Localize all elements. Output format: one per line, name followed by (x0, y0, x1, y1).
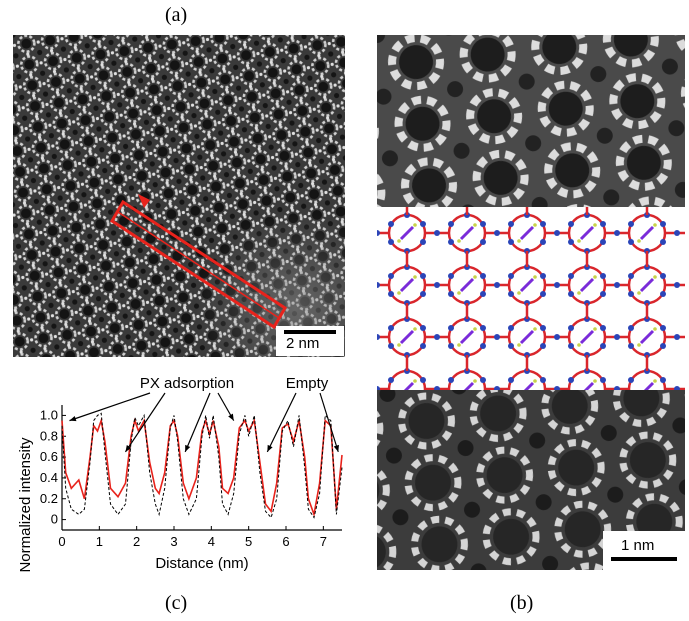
y-tick-label: 0 (51, 512, 58, 527)
y-axis-label: Normalized intensity (17, 437, 34, 573)
arrowhead-icon (333, 444, 339, 452)
y-tick-label: 0.8 (40, 428, 58, 443)
stem-image-a (13, 35, 345, 357)
dashed-profile-line (61, 412, 343, 519)
x-tick-label: 6 (282, 534, 289, 549)
annotation-px-adsorption: PX adsorption (140, 375, 234, 392)
arrowhead-icon (185, 444, 191, 452)
x-tick-label: 4 (208, 534, 215, 549)
scale-bar-a: 2 nm (276, 326, 344, 356)
scale-bar-b: 1 nm (603, 531, 685, 570)
y-tick-label: 0.4 (40, 470, 58, 485)
chart-series (61, 412, 343, 519)
arrowhead-icon (125, 445, 132, 452)
x-axis-label: Distance (nm) (155, 555, 248, 572)
scale-bar-label-a: 2 nm (286, 335, 320, 352)
stem-image-b-top (377, 35, 685, 207)
line-profile-chart: 0 1 2 3 4 5 6 7 0 0.2 0.4 0.6 0.8 1.0 Normalized inte… (17, 375, 343, 573)
x-tick-label: 1 (96, 534, 103, 549)
annotation-arrow (319, 392, 339, 453)
panel-b-micrograph-bottom: 1 nm (377, 390, 685, 570)
panel-b-structure-model (377, 207, 685, 390)
arrowhead-icon (228, 413, 234, 421)
scale-bar-line-a (284, 330, 336, 334)
x-tick-label: 3 (170, 534, 177, 549)
profile-arrow-icon (138, 194, 150, 208)
scale-bar-line-b (611, 557, 677, 561)
chart-axes: 0 1 2 3 4 5 6 7 0 0.2 0.4 0.6 0.8 1.0 (40, 405, 342, 549)
scale-bar-label-b: 1 nm (621, 537, 655, 554)
annotation-empty: Empty (286, 375, 329, 392)
red-profile-line (61, 417, 343, 518)
line-profile-box (109, 194, 288, 330)
zeolite-framework-model (377, 207, 685, 390)
panel-label-b: (b) (510, 592, 534, 614)
panel-b-micrograph-top (377, 35, 685, 207)
y-tick-label: 0.6 (40, 449, 58, 464)
arrowhead-icon (267, 444, 273, 452)
panel-a-micrograph: 2 nm (13, 35, 345, 357)
x-tick-label: 2 (133, 534, 140, 549)
arrowhead-icon (69, 415, 77, 422)
panel-label-c: (c) (165, 592, 188, 614)
panel-label-a: (a) (165, 4, 188, 26)
annotation-arrow (69, 392, 151, 422)
y-tick-label: 0.2 (40, 491, 58, 506)
x-tick-label: 0 (58, 534, 65, 549)
annotation-arrow (184, 392, 211, 453)
annotation-arrows (69, 392, 339, 453)
annotation-arrow (266, 392, 297, 453)
y-tick-label: 1.0 (40, 407, 58, 422)
annotation-arrow (124, 392, 166, 453)
x-tick-label: 5 (245, 534, 252, 549)
x-tick-label: 7 (320, 534, 327, 549)
